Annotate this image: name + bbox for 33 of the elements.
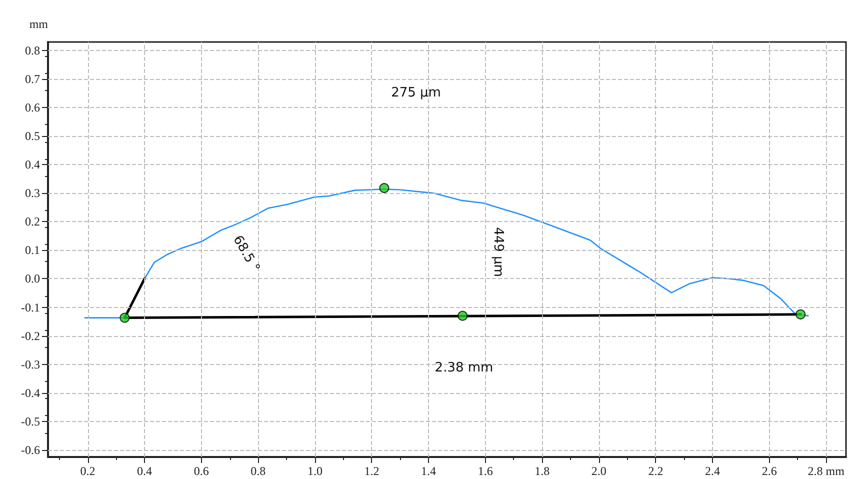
annotation: 275 µm (391, 86, 441, 100)
y-tick-label: -0.4 (21, 386, 40, 400)
x-tick-label: 2.4 (705, 464, 720, 478)
x-tick-label: 0.2 (80, 464, 96, 478)
y-tick-label: -0.5 (21, 414, 40, 428)
x-tick-label: 0.6 (194, 464, 209, 478)
y-tick-label: -0.6 (21, 442, 40, 457)
x-tick-label: 1.2 (364, 464, 380, 478)
y-tick-label: 0.3 (25, 186, 40, 200)
x-tick-label: 2.2 (648, 464, 664, 478)
x-tick-label: 2.6 (762, 464, 777, 478)
y-tick-label: 0.1 (25, 243, 40, 258)
y-axis-title: mm (29, 17, 49, 31)
annotation: 2.38 mm (434, 360, 494, 376)
y-tick-label: -0.1 (21, 300, 40, 314)
y-tick-label: 0.5 (25, 129, 40, 144)
y-tick-label: 0.4 (25, 158, 40, 172)
y-tick-label: 0.8 (25, 44, 40, 58)
x-tick-label: 2.8 mm (808, 464, 846, 478)
y-tick-label: 0.7 (25, 72, 40, 86)
x-tick-label: 1.8 (534, 464, 550, 478)
y-tick-label: 0.0 (25, 272, 40, 286)
y-tick-label: 0.6 (25, 100, 40, 115)
y-tick-label: -0.3 (21, 357, 40, 372)
y-tick-label: 0.2 (25, 214, 40, 229)
x-tick-label: 2.0 (591, 464, 606, 478)
x-tick-label: 1.4 (421, 464, 436, 478)
x-tick-label: 1.6 (478, 464, 493, 478)
y-tick-label: -0.2 (21, 328, 40, 343)
annotation: 449 µm (490, 227, 506, 277)
x-tick-label: 0.4 (137, 464, 152, 478)
x-tick-label: 0.8 (250, 464, 266, 478)
x-tick-label: 1.0 (307, 464, 322, 478)
